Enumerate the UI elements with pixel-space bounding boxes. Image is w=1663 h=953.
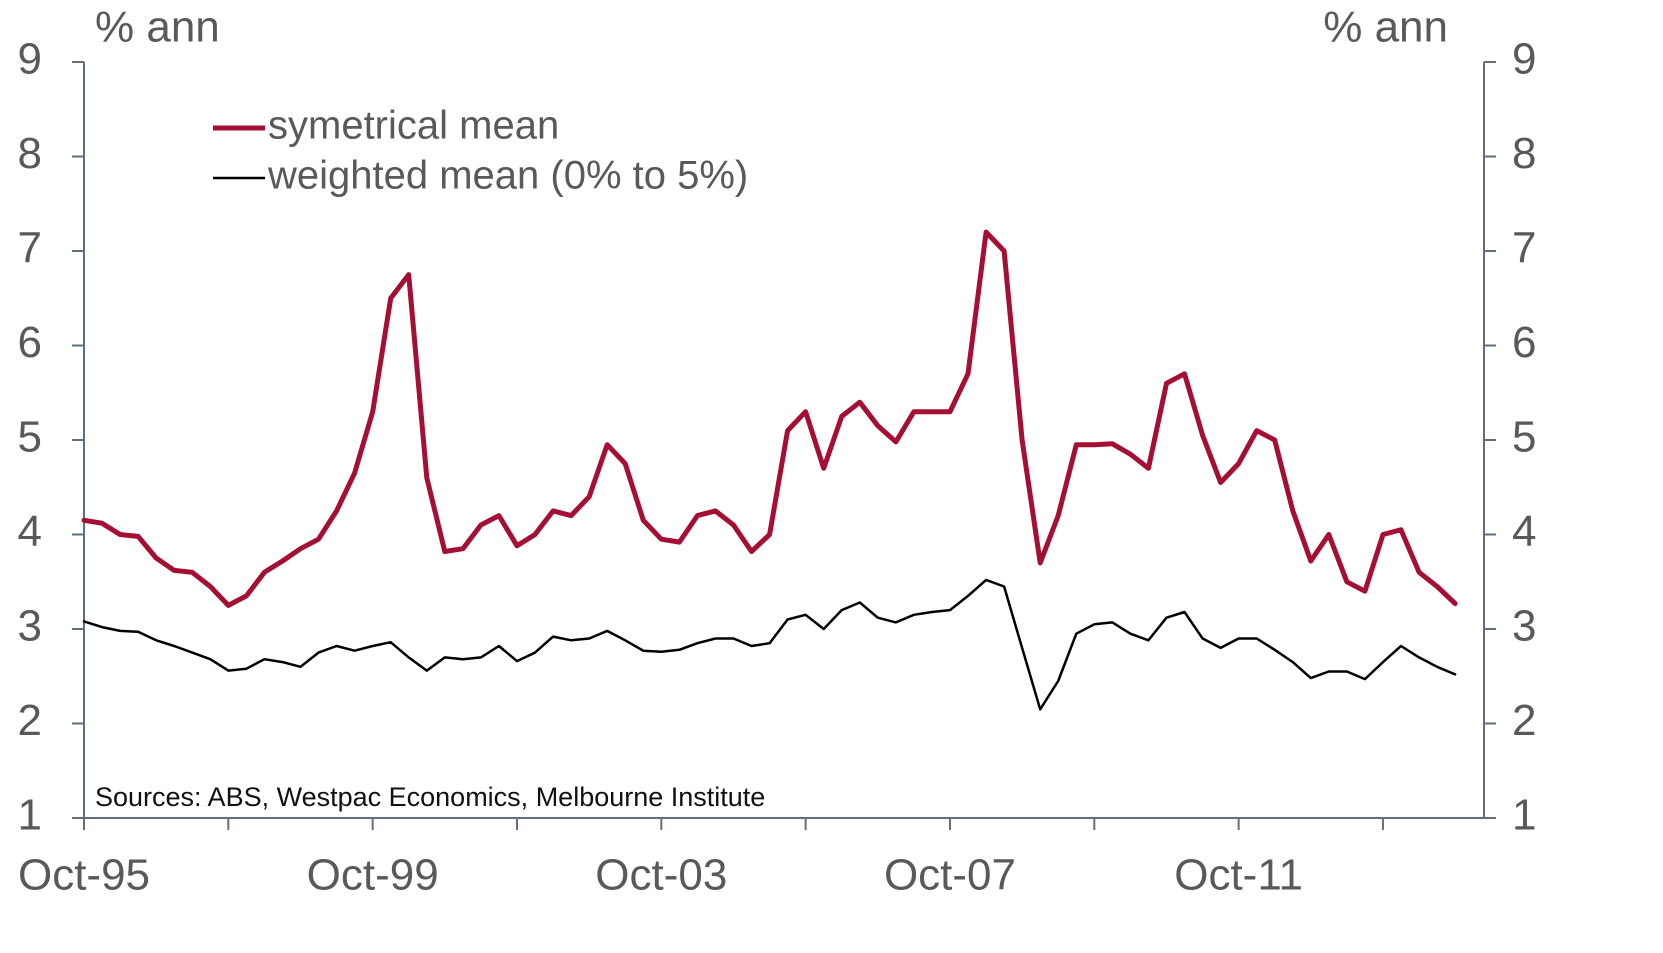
y-tick-label: 2 xyxy=(18,696,42,745)
y-unit-label: % ann xyxy=(95,3,220,52)
x-tick-label: Oct-11 xyxy=(1174,851,1303,900)
y2-tick-label: 3 xyxy=(1512,602,1536,651)
x-tick-label: Oct-07 xyxy=(884,851,1016,900)
x-tick-label: Oct-95 xyxy=(18,851,150,900)
y-tick-label: 9 xyxy=(18,35,42,84)
y-tick-label: 3 xyxy=(18,602,42,651)
y2-tick-label: 9 xyxy=(1512,35,1536,84)
legend-label: symetrical mean xyxy=(268,104,559,148)
x-tick-label: Oct-03 xyxy=(595,851,727,900)
y2-tick-label: 5 xyxy=(1512,413,1536,462)
series-line xyxy=(82,578,1457,711)
y2-tick-label: 7 xyxy=(1512,224,1536,273)
y2-tick-label: 2 xyxy=(1512,696,1536,745)
legend-label: weighted mean (0% to 5%) xyxy=(267,154,748,198)
y-tick-label: 4 xyxy=(18,507,42,556)
source-note: Sources: ABS, Westpac Economics, Melbour… xyxy=(95,782,765,812)
series-line xyxy=(81,229,1458,608)
x-tick-label: Oct-99 xyxy=(307,851,439,900)
y2-tick-label: 6 xyxy=(1512,318,1536,367)
y2-tick-label: 1 xyxy=(1512,791,1536,840)
y2-tick-label: 8 xyxy=(1512,129,1536,178)
y-tick-label: 5 xyxy=(18,413,42,462)
y2-unit-label: % ann xyxy=(1323,3,1448,52)
y-tick-label: 1 xyxy=(18,791,42,840)
y-tick-label: 6 xyxy=(18,318,42,367)
y-tick-label: 7 xyxy=(18,224,42,273)
y2-tick-label: 4 xyxy=(1512,507,1536,556)
y-tick-label: 8 xyxy=(18,129,42,178)
